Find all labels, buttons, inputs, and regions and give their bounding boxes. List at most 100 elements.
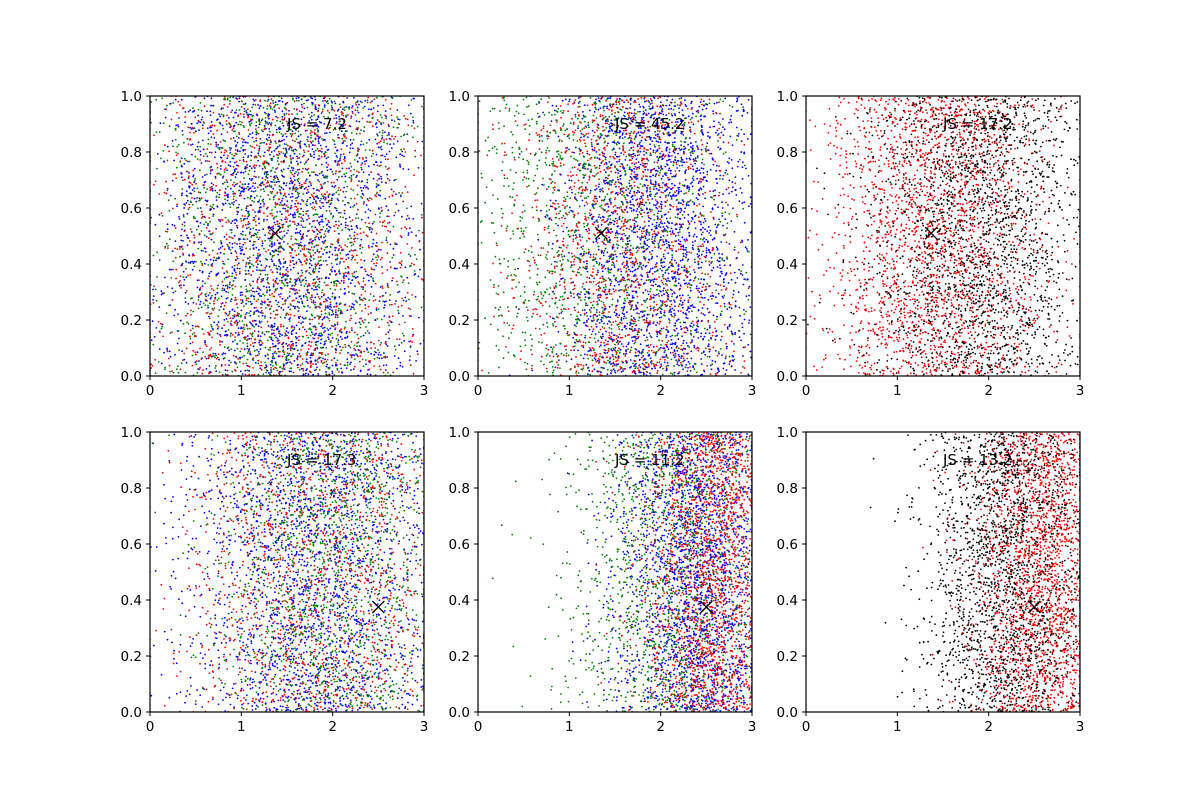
data-point xyxy=(231,110,233,112)
data-point xyxy=(213,307,215,309)
data-point xyxy=(185,111,187,113)
data-point xyxy=(321,247,323,249)
data-point xyxy=(389,180,391,182)
data-point xyxy=(357,194,359,196)
data-point xyxy=(290,133,292,135)
data-point xyxy=(260,206,262,208)
data-point xyxy=(210,166,212,168)
data-point xyxy=(336,338,338,340)
data-point xyxy=(265,367,267,369)
data-point xyxy=(203,333,205,335)
data-point xyxy=(190,182,192,184)
data-point xyxy=(223,290,225,292)
data-point xyxy=(345,196,347,198)
data-point xyxy=(246,348,248,350)
data-point xyxy=(311,194,313,196)
data-point xyxy=(321,278,323,280)
data-point xyxy=(276,364,278,366)
data-point xyxy=(348,202,350,204)
data-point xyxy=(383,372,385,374)
data-point xyxy=(629,254,631,256)
data-point xyxy=(282,273,284,275)
data-point xyxy=(352,113,354,115)
data-point xyxy=(410,206,412,208)
data-point xyxy=(291,136,293,138)
data-point xyxy=(221,354,223,356)
data-point xyxy=(277,268,279,270)
data-point xyxy=(230,333,232,335)
data-point xyxy=(351,279,353,281)
data-point xyxy=(200,222,202,224)
data-point xyxy=(221,157,223,159)
data-point xyxy=(405,118,407,120)
data-point xyxy=(278,204,280,206)
data-point xyxy=(304,260,306,262)
data-point xyxy=(317,158,319,160)
data-point xyxy=(161,212,163,214)
data-point xyxy=(391,321,393,323)
data-point xyxy=(355,277,357,279)
data-point xyxy=(230,320,232,322)
data-point xyxy=(319,136,321,138)
data-point xyxy=(321,310,323,312)
data-point xyxy=(269,266,271,268)
data-point xyxy=(408,253,410,255)
data-point xyxy=(242,215,244,217)
data-point xyxy=(309,323,311,325)
data-point xyxy=(298,339,300,341)
data-point xyxy=(313,258,315,260)
data-point xyxy=(197,368,199,370)
data-point xyxy=(373,269,375,271)
data-point xyxy=(303,318,305,320)
data-point xyxy=(213,105,215,107)
data-point xyxy=(326,158,328,160)
data-point xyxy=(283,160,285,162)
data-point xyxy=(380,259,382,261)
data-point xyxy=(198,326,200,328)
data-point xyxy=(256,114,258,116)
data-point xyxy=(191,261,193,263)
data-point xyxy=(357,107,359,109)
data-point xyxy=(386,269,388,271)
data-point xyxy=(401,298,403,300)
data-point xyxy=(269,290,271,292)
data-point xyxy=(254,167,256,169)
data-point xyxy=(373,354,375,356)
data-point xyxy=(247,369,249,371)
data-point xyxy=(244,149,246,151)
data-point xyxy=(253,164,255,166)
data-point xyxy=(312,144,314,146)
data-point xyxy=(249,290,251,292)
data-point xyxy=(273,333,275,335)
data-point xyxy=(255,247,257,249)
data-point xyxy=(172,173,174,175)
data-point xyxy=(294,214,296,216)
data-point xyxy=(326,252,328,254)
data-point xyxy=(312,270,314,272)
data-point xyxy=(234,314,236,316)
data-point xyxy=(213,241,215,243)
data-point xyxy=(283,224,285,226)
data-point xyxy=(284,317,286,319)
data-point xyxy=(167,146,169,148)
data-point xyxy=(401,342,403,344)
data-point xyxy=(264,152,266,154)
data-point xyxy=(175,240,177,242)
data-point xyxy=(279,231,281,233)
data-point xyxy=(255,324,257,326)
data-point xyxy=(173,372,175,374)
data-point xyxy=(226,123,228,125)
data-point xyxy=(360,129,362,131)
data-point xyxy=(394,120,396,122)
data-point xyxy=(311,104,313,106)
data-point xyxy=(395,136,397,138)
data-point xyxy=(290,278,292,280)
data-point xyxy=(193,110,195,112)
data-point xyxy=(401,264,403,266)
data-point xyxy=(350,180,352,182)
data-point xyxy=(338,310,340,312)
data-point xyxy=(402,333,404,335)
data-point xyxy=(370,353,372,355)
data-point xyxy=(364,268,366,270)
data-point xyxy=(163,352,165,354)
